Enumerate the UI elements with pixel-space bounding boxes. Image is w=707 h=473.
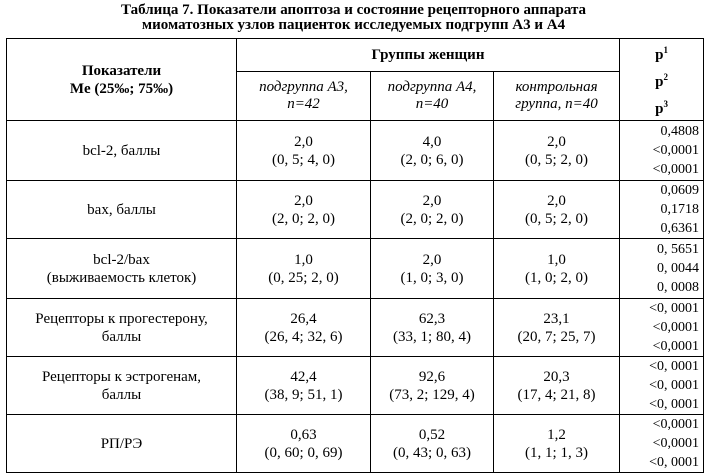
cell-a3: 26,4 (26, 4; 32, 6) bbox=[236, 298, 371, 357]
table-row: bcl-2, баллы 2,0 (0, 5; 4, 0) 4,0 (2, 0; 6… bbox=[6, 120, 705, 181]
row-label: Рецепторы к прогестерону, баллы bbox=[6, 298, 237, 357]
row-label: bcl-2/bax (выживаемость клеток) bbox=[6, 238, 237, 299]
cell-control: 1,2 (1, 1; 1, 3) bbox=[492, 414, 621, 473]
cell-a3: 0,63 (0, 60; 0, 69) bbox=[236, 414, 371, 473]
row-label: bax, баллы bbox=[6, 180, 237, 239]
cell-a3: 2,0 (0, 5; 4, 0) bbox=[236, 120, 371, 181]
cell-a3: 2,0 (2, 0; 2, 0) bbox=[236, 180, 371, 239]
header-row-1: Показатели Me (25‰; 75‰) Группы женщин p… bbox=[6, 38, 705, 121]
results-table: Показатели Me (25‰; 75‰) Группы женщин p… bbox=[6, 38, 705, 473]
indicator-header-line2: Me (25‰; 75‰) bbox=[69, 80, 174, 97]
table-row: Рецепторы к прогестерону, баллы 26,4 (26, … bbox=[6, 298, 705, 357]
cell-control: 2,0 (0, 5; 2, 0) bbox=[492, 180, 621, 239]
header-row-2: подгруппа А3, n=42 подгруппа А4, n=40 конт… bbox=[7, 70, 704, 122]
p2-header: p2 bbox=[655, 72, 668, 90]
cell-p-values: <0, 0001 <0,0001 <0,0001 bbox=[619, 298, 705, 357]
indicator-header: Показатели Me (25‰; 75‰) bbox=[6, 38, 237, 121]
table-row: bcl-2/bax (выживаемость клеток) 1,0 (0, 25… bbox=[6, 238, 705, 299]
cell-p-values: 0, 5651 0, 0044 0, 0008 bbox=[619, 238, 705, 299]
cell-p-values: 0,4808 <0,0001 <0,0001 bbox=[619, 120, 705, 181]
cell-p-values: <0, 0001 <0, 0001 <0, 0001 bbox=[619, 356, 705, 415]
cell-a4: 62,3 (33, 1; 80, 4) bbox=[370, 298, 494, 357]
cell-control: 20,3 (17, 4; 21, 8) bbox=[492, 356, 621, 415]
table-row: bax, баллы 2,0 (2, 0; 2, 0) 2,0 (2, 0; 2, … bbox=[6, 180, 705, 239]
subgroup-a3-header: подгруппа А3, n=42 bbox=[236, 70, 371, 122]
table-caption: Таблица 7. Показатели апоптоза и состоян… bbox=[0, 0, 707, 38]
p3-header: p3 bbox=[655, 99, 668, 117]
cell-a4: 4,0 (2, 0; 6, 0) bbox=[370, 120, 494, 181]
row-label: Рецепторы к эстрогенам, баллы bbox=[6, 356, 237, 415]
cell-a4: 2,0 (2, 0; 2, 0) bbox=[370, 180, 494, 239]
cell-a3: 1,0 (0, 25; 2, 0) bbox=[236, 238, 371, 299]
indicator-header-line1: Показатели bbox=[81, 62, 162, 79]
cell-control: 1,0 (1, 0; 2, 0) bbox=[492, 238, 621, 299]
cell-control: 23,1 (20, 7; 25, 7) bbox=[492, 298, 621, 357]
table-row: Рецепторы к эстрогенам, баллы 42,4 (38, 9;… bbox=[6, 356, 705, 415]
row-label: bcl-2, баллы bbox=[6, 120, 237, 181]
cell-a3: 42,4 (38, 9; 51, 1) bbox=[236, 356, 371, 415]
cell-a4: 92,6 (73, 2; 129, 4) bbox=[370, 356, 494, 415]
cell-p-values: 0,0609 0,1718 0,6361 bbox=[619, 180, 705, 239]
row-label: РП/РЭ bbox=[6, 414, 237, 473]
caption-line-2: миоматозных узлов пациенток исследуемых … bbox=[141, 17, 566, 33]
p-header: p1 p2 p3 bbox=[619, 38, 705, 121]
control-group-header: контрольная группа, n=40 bbox=[492, 70, 621, 122]
cell-a4: 0,52 (0, 43; 0, 63) bbox=[370, 414, 494, 473]
groups-header: Группы женщин bbox=[235, 38, 621, 72]
subgroup-a4-header: подгруппа А4, n=40 bbox=[370, 70, 494, 122]
cell-p-values: <0,0001 <0,0001 <0, 0001 bbox=[619, 414, 705, 473]
cell-control: 2,0 (0, 5; 2, 0) bbox=[492, 120, 621, 181]
table-row: РП/РЭ 0,63 (0, 60; 0, 69) 0,52 (0, 43; 0, … bbox=[6, 414, 705, 473]
caption-line-1: Таблица 7. Показатели апоптоза и состоян… bbox=[120, 2, 587, 18]
cell-a4: 2,0 (1, 0; 3, 0) bbox=[370, 238, 494, 299]
p1-header: p1 bbox=[655, 45, 668, 63]
